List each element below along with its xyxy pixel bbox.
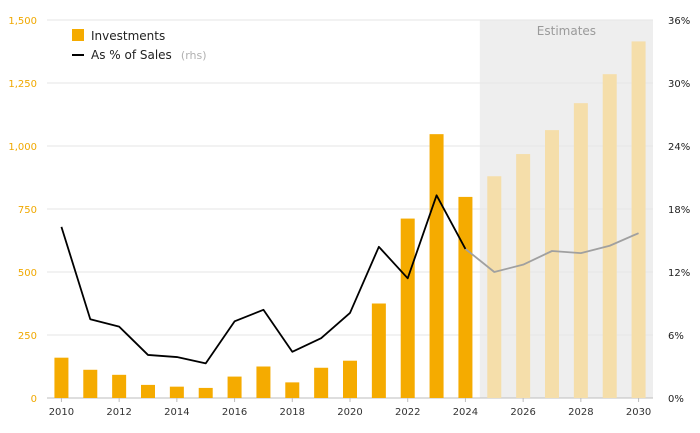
left-tick-label-500: 500 <box>18 268 37 279</box>
bar-2024 <box>458 196 473 398</box>
bar-2029 <box>602 74 617 399</box>
bar-2011 <box>83 369 98 398</box>
bar-2030 <box>631 41 646 399</box>
x-tick-label-2016: 2016 <box>222 407 247 418</box>
left-axis: 0 250 500 750 1,000 1,250 1,500 <box>8 16 37 405</box>
estimates-label: Estimates <box>537 24 596 38</box>
x-tick-label-2020: 2020 <box>337 407 362 418</box>
legend-swatch-investments <box>72 29 84 41</box>
x-tick-label-2026: 2026 <box>510 407 535 418</box>
bar-2013 <box>141 384 155 398</box>
x-tick-label-2022: 2022 <box>395 407 420 418</box>
left-tick-label-250: 250 <box>18 331 37 342</box>
left-tick-label-1000: 1,000 <box>8 142 37 153</box>
left-tick-label-0: 0 <box>31 394 37 405</box>
legend: Investments As % of Sales (rhs) <box>72 29 207 63</box>
svg-text:As % of Sales (rhs): As % of Sales (rhs) <box>91 44 207 63</box>
right-tick-label-12: 12% <box>668 268 690 279</box>
left-tick-label-1500: 1,500 <box>8 16 37 27</box>
right-axis: 0% 6% 12% 18% 24% 30% 36% <box>668 16 690 405</box>
x-axis: 2010 2012 2014 2016 2018 2020 2022 2024 2026 2028… <box>49 398 651 418</box>
legend-label-rhs-note: (rhs) <box>181 49 207 62</box>
left-tick-label-750: 750 <box>18 205 37 216</box>
x-tick-label-2024: 2024 <box>453 407 478 418</box>
bar-2012 <box>112 374 127 398</box>
right-tick-label-0: 0% <box>668 394 684 405</box>
bar-2014 <box>169 386 184 398</box>
left-tick-label-1250: 1,250 <box>8 79 37 90</box>
bar-2017 <box>256 366 271 398</box>
line-series-as-percent-of-sales <box>60 194 639 365</box>
bar-2027 <box>545 130 559 398</box>
bar-2025 <box>487 176 502 398</box>
line-actual <box>60 194 467 365</box>
legend-label-investments: Investments <box>91 29 165 43</box>
bar-2022 <box>400 218 415 398</box>
right-tick-label-24: 24% <box>668 142 690 153</box>
bar-2021 <box>371 303 386 398</box>
bar-2026 <box>516 154 531 398</box>
bar-2010 <box>54 357 69 398</box>
right-tick-label-30: 30% <box>668 79 690 90</box>
bar-2015 <box>198 387 213 398</box>
x-tick-label-2018: 2018 <box>280 407 305 418</box>
x-tick-label-2014: 2014 <box>164 407 189 418</box>
right-tick-label-18: 18% <box>668 205 690 216</box>
bar-2028 <box>573 103 588 398</box>
x-tick-label-2028: 2028 <box>568 407 593 418</box>
bar-2019 <box>314 367 329 398</box>
x-tick-label-2010: 2010 <box>49 407 74 418</box>
x-tick-label-2030: 2030 <box>626 407 651 418</box>
legend-label-as-percent-of-sales: As % of Sales <box>91 48 172 62</box>
bar-series-investments <box>54 41 646 399</box>
bar-2023 <box>429 134 444 398</box>
bar-2016 <box>227 376 242 398</box>
x-tick-label-2012: 2012 <box>106 407 131 418</box>
bar-2020 <box>343 360 357 398</box>
bar-2018 <box>285 382 300 398</box>
right-tick-label-6: 6% <box>668 331 684 342</box>
line-estimates <box>464 232 639 273</box>
right-tick-label-36: 36% <box>668 16 690 27</box>
